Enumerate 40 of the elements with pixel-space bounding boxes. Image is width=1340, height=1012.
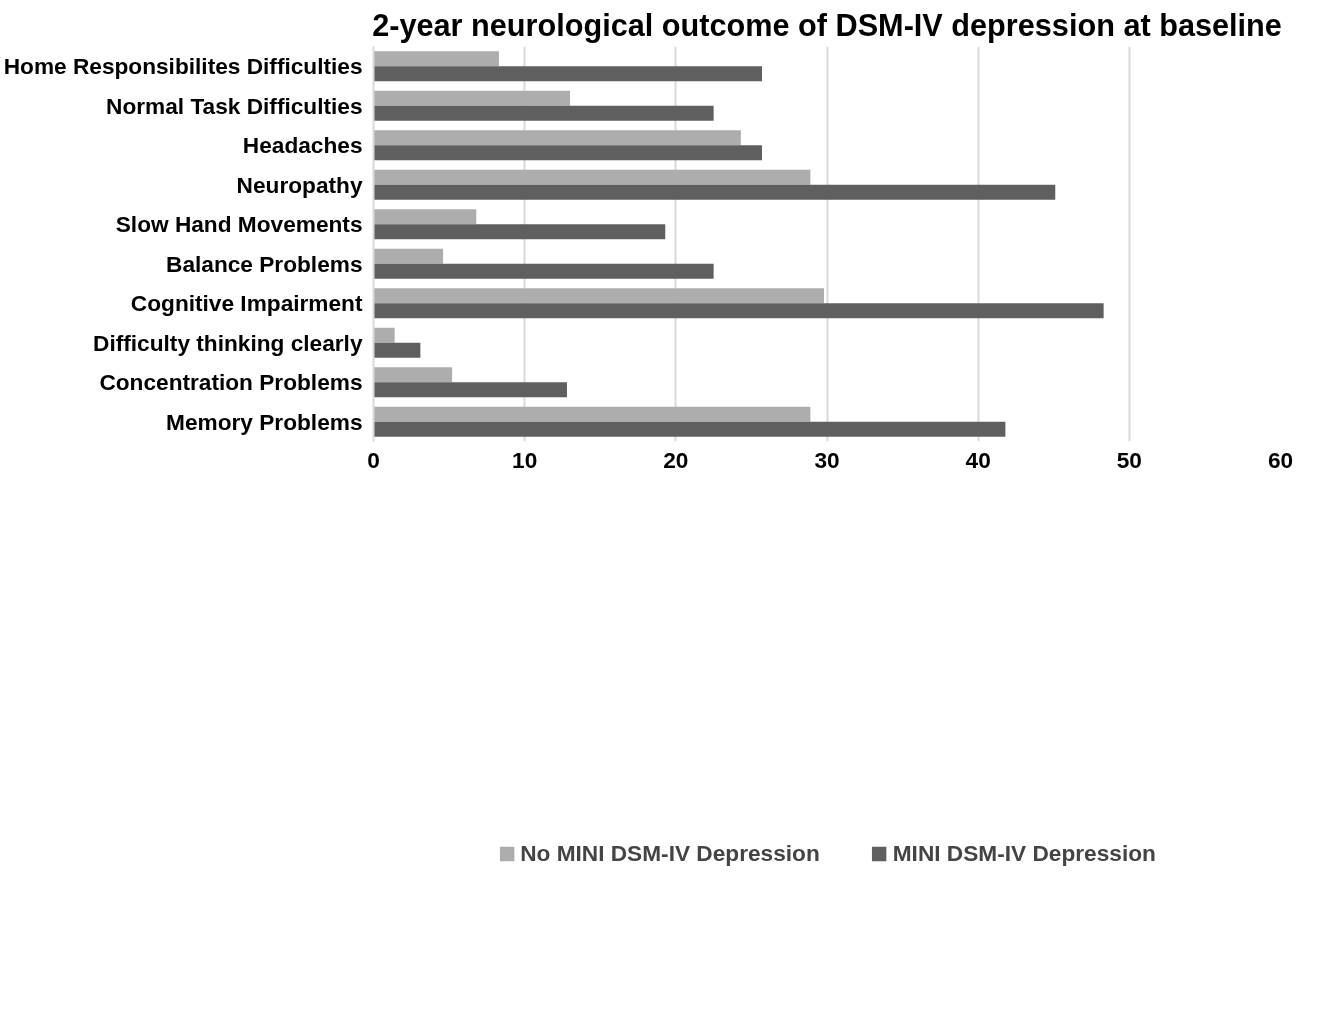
bar	[373, 342, 421, 358]
bar	[373, 288, 824, 304]
y-tick-label: Normal Task Difficulties	[106, 92, 363, 119]
bar	[373, 263, 714, 279]
x-tick-label: 0	[367, 446, 380, 473]
bar	[373, 382, 567, 398]
y-tick-label: Slow Hand Movements	[115, 211, 363, 238]
y-tick-label: Difficulty thinking clearly	[93, 329, 363, 356]
y-tick-label: Memory Problems	[166, 408, 363, 435]
bar	[373, 303, 1104, 319]
bar	[373, 145, 762, 161]
x-tick-label: 40	[965, 446, 991, 473]
bar	[373, 90, 571, 106]
bar	[373, 406, 811, 422]
bar	[373, 184, 1056, 200]
bar	[373, 367, 453, 383]
bar	[373, 51, 499, 67]
bar	[373, 209, 477, 225]
x-tick-label: 50	[1116, 446, 1142, 473]
bar	[373, 224, 666, 240]
bar	[373, 66, 762, 82]
bar	[373, 421, 1006, 437]
y-tick-label: Cognitive Impairment	[130, 290, 363, 317]
bar	[373, 169, 811, 185]
x-tick-label: 20	[663, 446, 689, 473]
y-tick-label: Concentration Problems	[99, 369, 363, 396]
x-tick-label: 60	[1267, 446, 1294, 473]
bar	[373, 130, 741, 146]
bar	[373, 327, 395, 343]
legend-label: No MINI DSM-IV Depression	[520, 839, 820, 867]
x-tick-label: 10	[512, 446, 538, 473]
y-tick-label: Balance Problems	[166, 250, 363, 277]
bar	[373, 105, 714, 121]
y-tick-label: Home Responsibilites Difficulties	[3, 53, 363, 80]
bar	[373, 248, 444, 264]
y-tick-label: Neuropathy	[236, 171, 363, 198]
chart-title: 2-year neurological outcome of DSM-IV depression at baseline	[372, 7, 1282, 43]
legend-label: MINI DSM-IV Depression	[892, 839, 1156, 867]
y-tick-label: Headaches	[242, 132, 363, 159]
x-tick-label: 30	[814, 446, 840, 473]
